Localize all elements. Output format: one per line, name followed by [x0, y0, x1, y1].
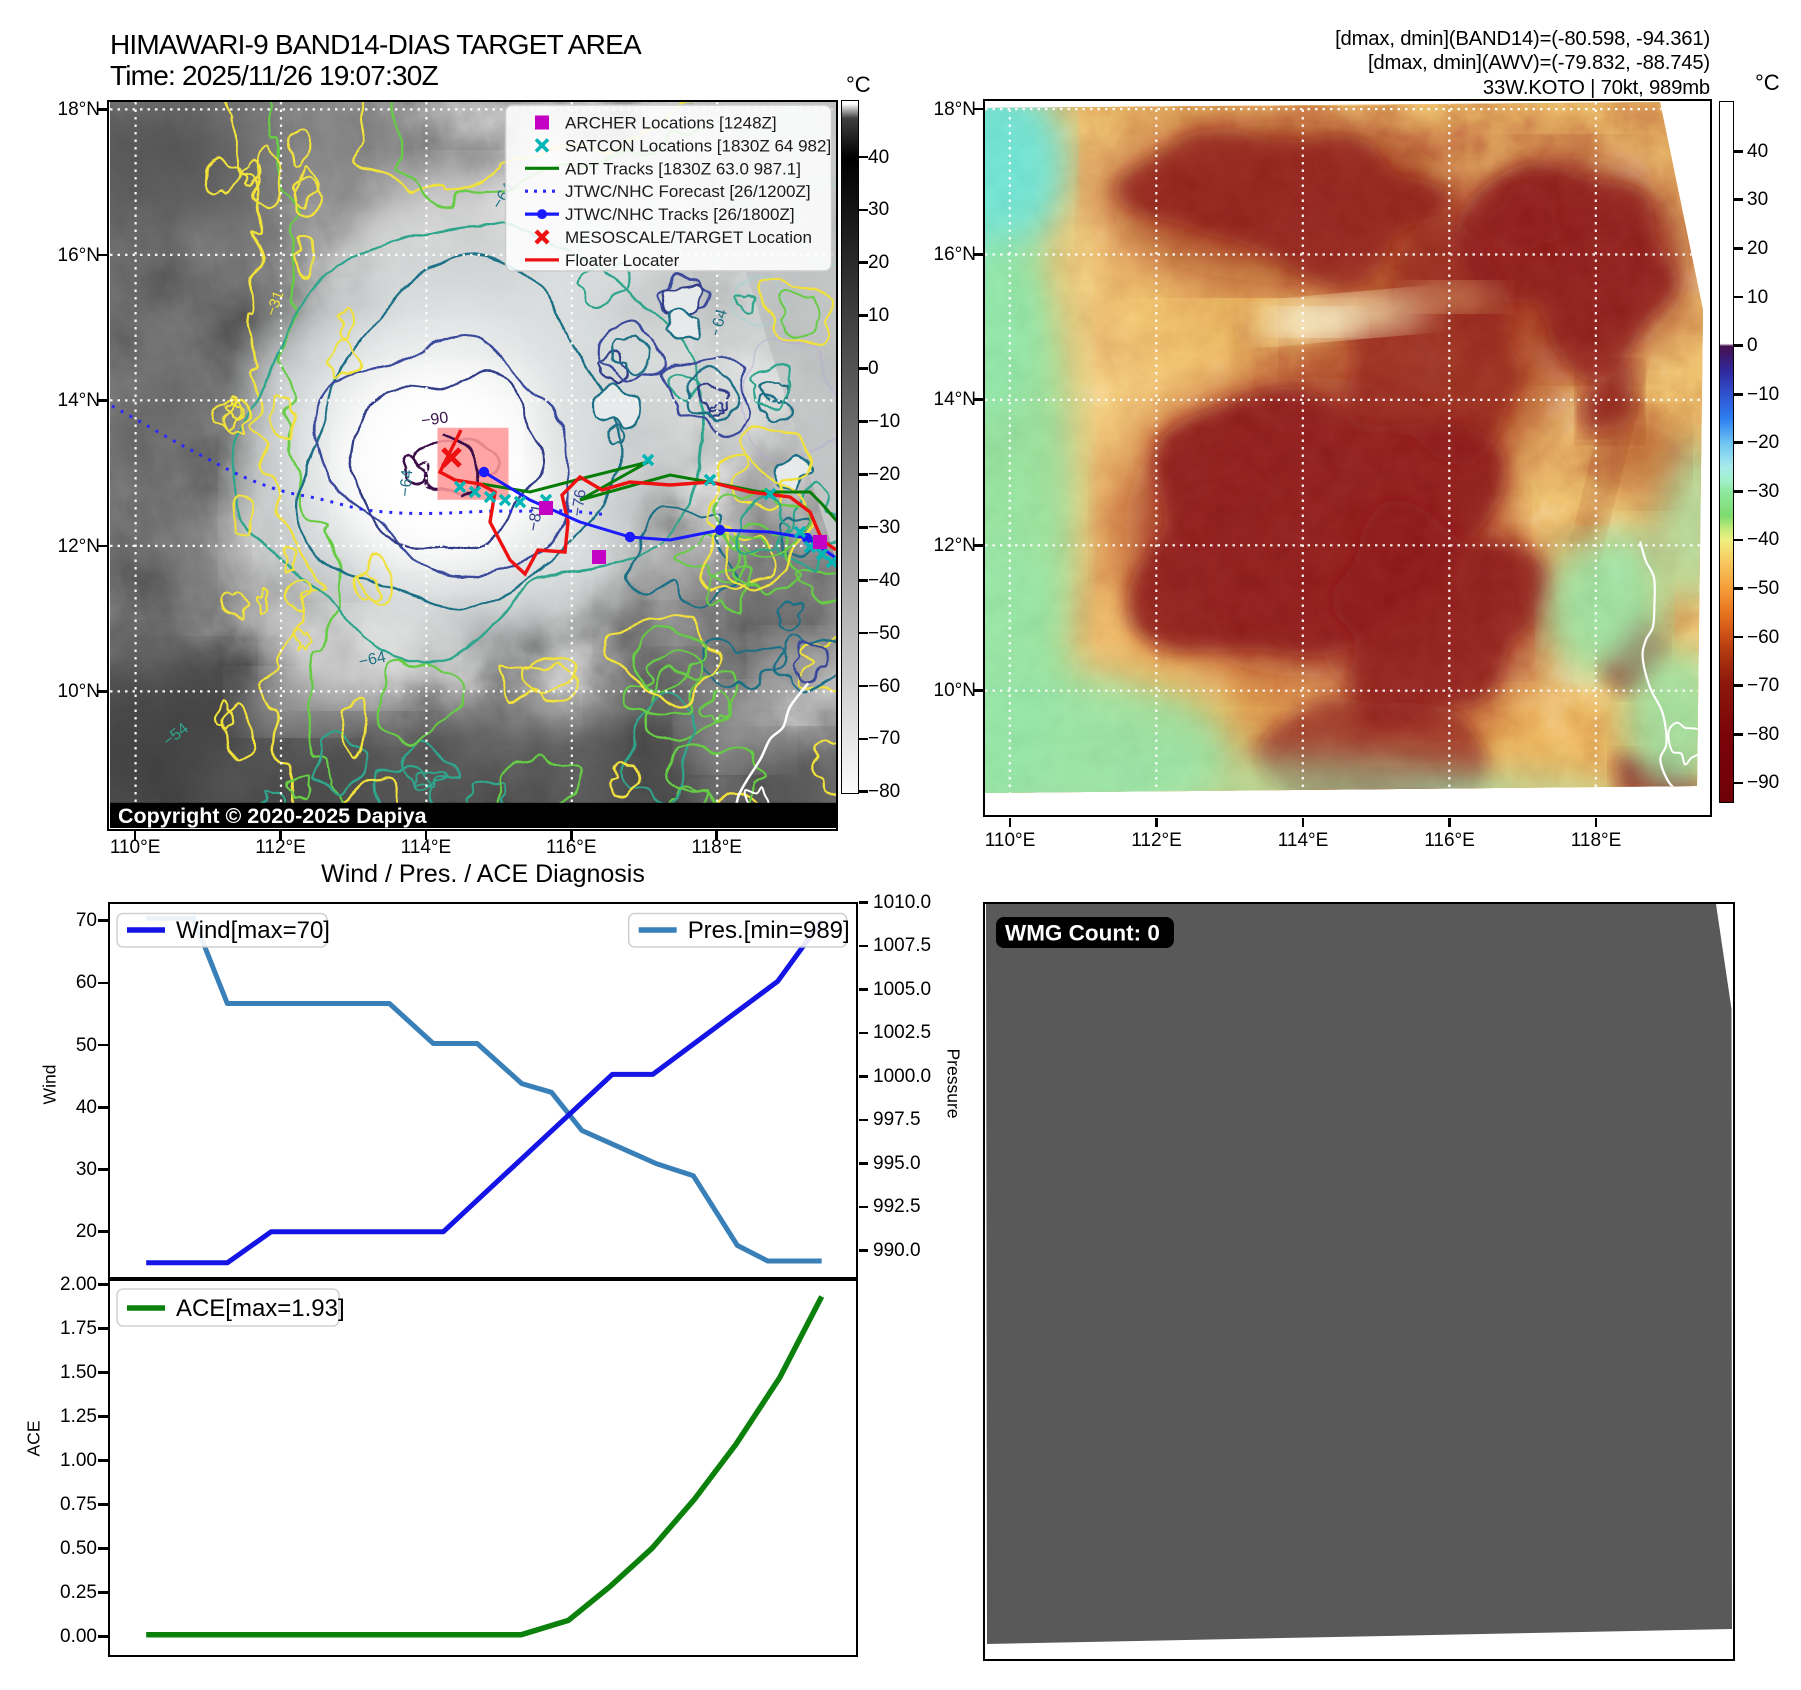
- svg-text:ADT Tracks [1830Z 63.0 987.1]: ADT Tracks [1830Z 63.0 987.1]: [565, 159, 801, 178]
- svg-text:JTWC/NHC Tracks [26/1800Z]: JTWC/NHC Tracks [26/1800Z]: [565, 205, 795, 224]
- svg-text:Copyright © 2020-2025 Dapiya: Copyright © 2020-2025 Dapiya: [118, 804, 428, 828]
- svg-text:Floater Locater: Floater Locater: [565, 251, 680, 270]
- svg-text:JTWC/NHC Forecast [26/1200Z]: JTWC/NHC Forecast [26/1200Z]: [565, 182, 811, 201]
- svg-text:WMG Count: 0: WMG Count: 0: [1005, 921, 1160, 946]
- svg-text:−64: −64: [357, 649, 387, 671]
- svg-text:SATCON Locations [1830Z 64 982: SATCON Locations [1830Z 64 982]: [565, 137, 831, 156]
- svg-text:ARCHER Locations [1248Z]: ARCHER Locations [1248Z]: [565, 114, 777, 133]
- svg-text:−64: −64: [397, 469, 416, 498]
- svg-text:Pres.[min=989]: Pres.[min=989]: [688, 917, 850, 944]
- svg-text:−76: −76: [569, 488, 590, 517]
- svg-text:ACE[max=1.93]: ACE[max=1.93]: [176, 1295, 345, 1322]
- svg-text:Wind[max=70]: Wind[max=70]: [176, 917, 330, 944]
- svg-text:−90: −90: [420, 410, 449, 431]
- svg-text:MESOSCALE/TARGET Location: MESOSCALE/TARGET Location: [565, 228, 812, 247]
- svg-text:−64: −64: [707, 308, 730, 339]
